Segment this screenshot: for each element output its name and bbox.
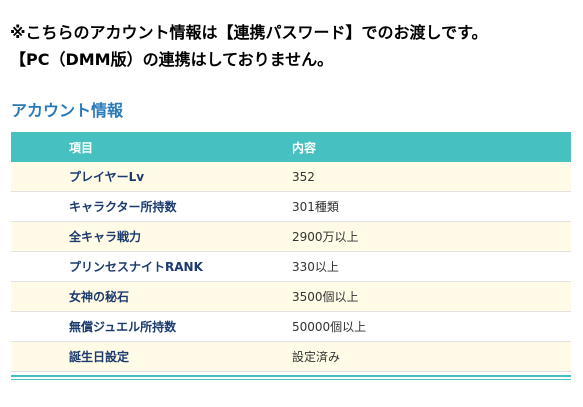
- notice: ※こちらのアカウント情報は【連携パスワード】でのお渡しです。 【PC（DMM版）…: [10, 20, 580, 74]
- account-info-table: 項目 内容 プレイヤーLv 352 キャラクター所持数 301種類 全キャラ戦力…: [11, 132, 571, 372]
- row-item: 誕生日設定: [11, 341, 292, 372]
- row-item: 女神の秘石: [11, 281, 292, 312]
- row-value: 2900万以上: [292, 221, 571, 252]
- header-item: 項目: [69, 140, 94, 155]
- table-bottom-border: [11, 375, 571, 380]
- table-row: プリンセスナイトRANK 330以上: [11, 251, 571, 282]
- row-item: プリンセスナイトRANK: [11, 251, 292, 282]
- row-value: 設定済み: [292, 341, 571, 372]
- row-value: 330以上: [292, 251, 571, 282]
- table-row: プレイヤーLv 352: [11, 162, 571, 192]
- notice-line-1: ※こちらのアカウント情報は【連携パスワード】でのお渡しです。: [10, 23, 488, 42]
- table-row: 女神の秘石 3500個以上: [11, 281, 571, 312]
- section-title: アカウント情報: [11, 101, 124, 120]
- row-value: 50000個以上: [292, 311, 571, 342]
- table-header-row: 項目 内容: [11, 132, 571, 162]
- row-item: プレイヤーLv: [11, 162, 292, 192]
- row-item: 無償ジュエル所持数: [11, 311, 292, 342]
- table-row: 誕生日設定 設定済み: [11, 341, 571, 372]
- notice-line-2: 【PC（DMM版）の連携はしておりません。: [10, 50, 334, 69]
- row-value: 301種類: [292, 191, 571, 222]
- table-row: キャラクター所持数 301種類: [11, 191, 571, 222]
- row-value: 3500個以上: [292, 281, 571, 312]
- table-row: 全キャラ戦力 2900万以上: [11, 221, 571, 252]
- header-content: 内容: [292, 140, 317, 155]
- table-row: 無償ジュエル所持数 50000個以上: [11, 311, 571, 342]
- row-item: 全キャラ戦力: [11, 221, 292, 252]
- row-value: 352: [292, 162, 571, 192]
- row-item: キャラクター所持数: [11, 191, 292, 222]
